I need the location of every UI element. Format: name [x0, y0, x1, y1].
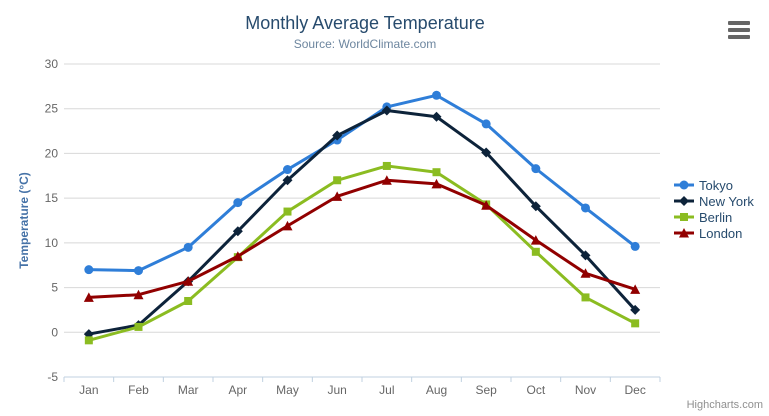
point-new-york-sep[interactable]: [481, 147, 492, 158]
x-axis-label: Dec: [624, 383, 645, 397]
point-tokyo-jan[interactable]: [84, 265, 94, 275]
point-berlin-nov[interactable]: [581, 293, 590, 302]
y-axis-label: 0: [51, 325, 58, 339]
point-berlin-jul[interactable]: [382, 161, 391, 170]
hamburger-icon: [728, 28, 750, 32]
legend-label-new-york: New York: [699, 193, 754, 209]
point-berlin-oct[interactable]: [531, 247, 540, 256]
point-tokyo-dec[interactable]: [630, 241, 640, 251]
point-new-york-apr[interactable]: [232, 226, 243, 237]
y-axis-label: 30: [45, 57, 59, 71]
point-berlin-mar[interactable]: [184, 296, 193, 305]
x-axis-label: Aug: [426, 383, 447, 397]
point-london-dec[interactable]: [630, 284, 641, 294]
series-new-york: [83, 105, 641, 340]
hamburger-icon: [728, 35, 750, 39]
point-london-may[interactable]: [282, 220, 293, 231]
point-london-oct[interactable]: [530, 235, 541, 245]
point-london-aug[interactable]: [431, 178, 442, 189]
legend-item-berlin[interactable]: Berlin: [674, 209, 754, 225]
point-new-york-oct[interactable]: [530, 201, 541, 212]
point-london-sep[interactable]: [481, 200, 492, 210]
y-axis-label: 25: [45, 102, 59, 116]
legend-marker-berlin-icon: [674, 213, 694, 221]
point-tokyo-apr[interactable]: [233, 198, 243, 208]
point-london-jun[interactable]: [332, 191, 343, 201]
point-berlin-dec[interactable]: [631, 319, 640, 328]
point-new-york-may[interactable]: [282, 175, 293, 186]
y-axis-label: 15: [45, 191, 59, 205]
point-tokyo-sep[interactable]: [481, 119, 491, 129]
point-new-york-jul[interactable]: [381, 105, 392, 116]
legend-label-tokyo: Tokyo: [699, 177, 733, 193]
x-axis-label: Jul: [379, 383, 394, 397]
point-berlin-feb[interactable]: [134, 322, 143, 331]
point-london-nov[interactable]: [580, 268, 591, 278]
point-new-york-aug[interactable]: [431, 111, 442, 122]
x-axis-label: Oct: [526, 383, 545, 397]
point-new-york-jun[interactable]: [332, 130, 343, 141]
point-tokyo-oct[interactable]: [531, 164, 541, 174]
y-axis-title: Temperature (°C): [17, 172, 31, 269]
point-london-jan[interactable]: [83, 292, 94, 302]
credits-link[interactable]: Highcharts.com: [686, 399, 763, 411]
export-menu-button[interactable]: [728, 20, 752, 40]
y-axis-label: 20: [45, 146, 59, 160]
legend-marker-new-york-icon: [674, 196, 694, 206]
point-london-jul[interactable]: [381, 175, 392, 185]
series-line-new-york: [87, 109, 637, 336]
x-axis-label: Jan: [79, 383, 98, 397]
point-london-feb[interactable]: [133, 289, 144, 300]
chart-title: Monthly Average Temperature: [245, 13, 485, 33]
legend-item-tokyo[interactable]: Tokyo: [674, 177, 754, 193]
legend-item-london[interactable]: London: [674, 225, 754, 241]
legend-item-new-york[interactable]: New York: [674, 193, 754, 209]
legend-marker-tokyo-icon: [674, 180, 694, 190]
series-line-london: [87, 178, 637, 299]
point-tokyo-aug[interactable]: [432, 90, 441, 100]
point-new-york-nov[interactable]: [580, 250, 591, 261]
point-tokyo-may[interactable]: [283, 165, 292, 175]
y-axis-label: -5: [47, 370, 58, 384]
point-berlin-aug[interactable]: [432, 168, 441, 177]
legend-label-london: London: [699, 225, 743, 241]
x-axis-label: Nov: [575, 383, 596, 397]
x-axis-label: Jun: [327, 383, 346, 397]
chart-subtitle: Source: WorldClimate.com: [293, 37, 437, 51]
point-london-apr[interactable]: [232, 251, 243, 261]
hamburger-icon: [728, 21, 750, 25]
point-berlin-jan[interactable]: [84, 336, 93, 345]
series-tokyo: [84, 90, 640, 276]
legend: Tokyo New York Berlin London: [674, 177, 754, 241]
series-line-berlin: [87, 164, 637, 342]
x-axis-label: Feb: [128, 383, 149, 397]
point-new-york-dec[interactable]: [630, 304, 641, 315]
point-tokyo-mar[interactable]: [183, 242, 193, 252]
point-tokyo-nov[interactable]: [581, 203, 590, 213]
legend-marker-london-icon: [674, 228, 694, 238]
point-tokyo-feb[interactable]: [134, 266, 143, 276]
x-axis-label: Apr: [228, 383, 247, 397]
series-london: [83, 175, 641, 302]
y-axis-label: 10: [45, 236, 59, 250]
x-axis-label: May: [276, 383, 299, 397]
x-axis-label: Mar: [178, 383, 199, 397]
legend-label-berlin: Berlin: [699, 209, 733, 225]
point-berlin-may[interactable]: [283, 207, 292, 216]
y-axis-label: 5: [51, 281, 58, 295]
x-axis-label: Sep: [475, 383, 497, 397]
point-berlin-jun[interactable]: [333, 176, 342, 185]
point-london-mar[interactable]: [183, 276, 194, 286]
